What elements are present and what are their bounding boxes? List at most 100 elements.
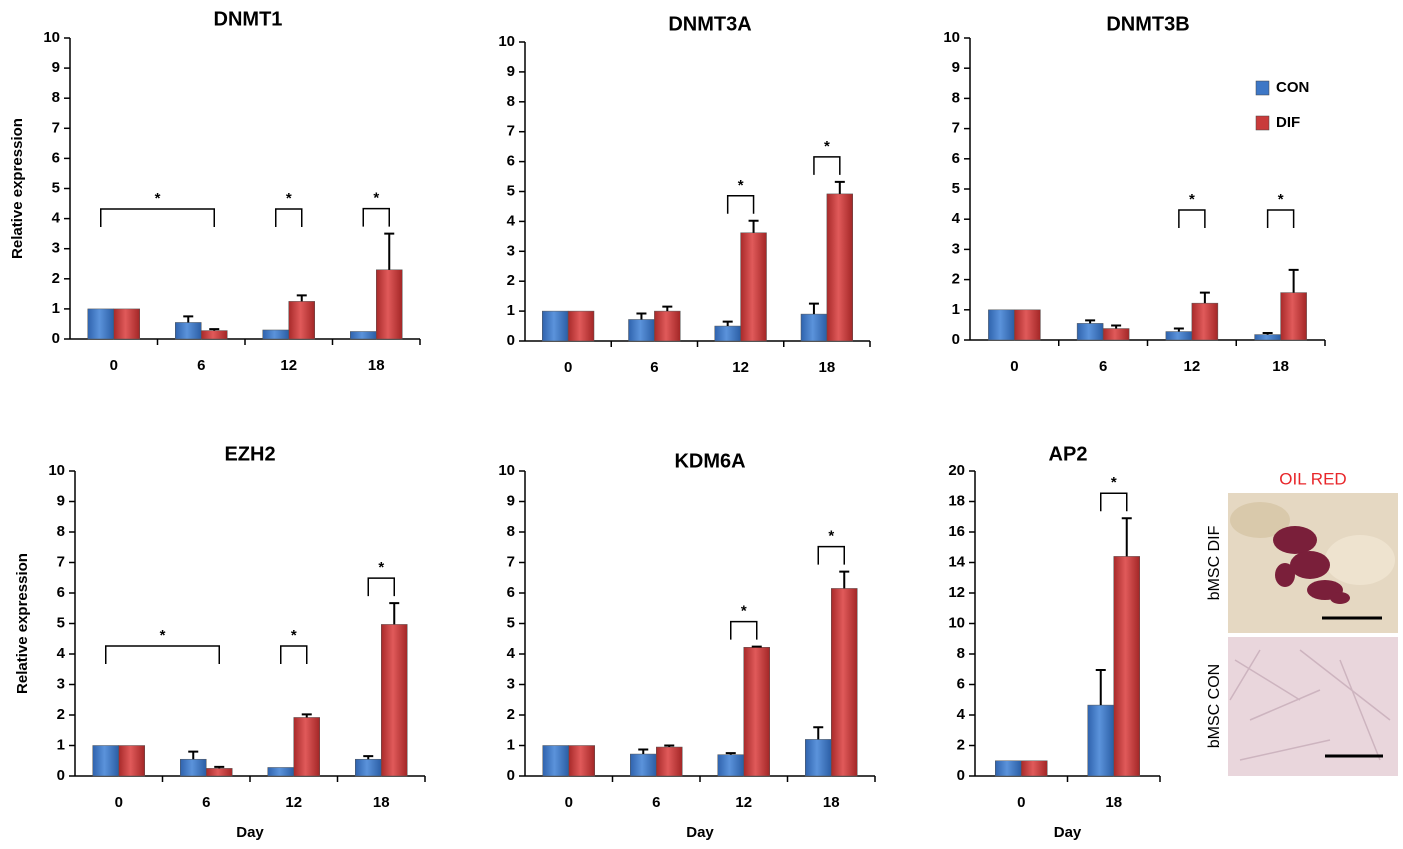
bar xyxy=(1021,760,1048,777)
y-tick-label: 6 xyxy=(952,150,960,167)
bar xyxy=(740,232,767,342)
y-axis-label: Relative expression xyxy=(9,118,26,259)
significance-label: * xyxy=(738,177,744,194)
bar xyxy=(568,745,595,777)
y-tick-label: 2 xyxy=(952,271,960,288)
y-tick-label: 3 xyxy=(507,675,515,692)
bar xyxy=(87,308,114,340)
significance-bracket xyxy=(275,208,303,227)
y-tick-label: 4 xyxy=(507,645,516,662)
bar xyxy=(1280,292,1307,341)
error-bar xyxy=(1173,327,1184,332)
bar xyxy=(201,330,228,340)
y-tick-label: 10 xyxy=(948,614,965,631)
legend-swatch xyxy=(1255,80,1270,96)
y-tick-label: 18 xyxy=(948,492,965,509)
error-bar xyxy=(1262,332,1273,335)
y-tick-label: 0 xyxy=(957,767,965,784)
bar xyxy=(1113,556,1140,777)
bar xyxy=(350,331,377,340)
y-tick-label: 9 xyxy=(507,63,515,80)
significance-label: * xyxy=(378,559,384,576)
significance-label: * xyxy=(373,190,379,207)
error-bar xyxy=(1288,268,1299,293)
significance-label: * xyxy=(1189,191,1195,208)
x-tick-label: 12 xyxy=(1184,358,1201,375)
chart-title: KDM6A xyxy=(674,450,745,472)
error-bar xyxy=(636,312,647,320)
x-tick-label: 18 xyxy=(1105,794,1122,811)
y-tick-label: 5 xyxy=(57,614,65,631)
bar xyxy=(92,745,119,777)
x-tick-label: 0 xyxy=(110,357,118,374)
x-axis-label: Day xyxy=(236,824,264,841)
y-tick-label: 2 xyxy=(507,706,515,723)
significance-label: * xyxy=(160,627,166,644)
bar xyxy=(1191,302,1219,341)
legend-label: DIF xyxy=(1276,114,1300,131)
bar xyxy=(1087,704,1114,777)
y-tick-label: 8 xyxy=(957,645,965,662)
y-tick-label: 2 xyxy=(57,706,65,723)
y-tick-label: 4 xyxy=(507,212,516,229)
x-tick-label: 18 xyxy=(368,357,385,374)
bar xyxy=(206,768,233,777)
bar xyxy=(714,325,741,342)
error-bar xyxy=(813,726,824,740)
x-tick-label: 12 xyxy=(732,359,749,376)
error-bar xyxy=(296,294,307,302)
bar xyxy=(118,745,145,777)
y-tick-label: 12 xyxy=(948,584,965,601)
y-tick-label: 6 xyxy=(52,149,60,166)
y-tick-label: 8 xyxy=(52,89,60,106)
y-tick-label: 8 xyxy=(57,523,65,540)
error-bar xyxy=(389,602,400,625)
y-tick-label: 0 xyxy=(952,331,960,348)
panel-label: bMSC DIF xyxy=(1206,525,1223,600)
error-bar xyxy=(1085,319,1096,324)
bar xyxy=(826,193,853,342)
bar xyxy=(656,746,683,777)
bar xyxy=(988,309,1015,341)
legend-swatch xyxy=(1255,115,1270,131)
x-tick-label: 18 xyxy=(1272,358,1289,375)
y-tick-label: 0 xyxy=(507,332,515,349)
y-axis-label: Relative expression xyxy=(14,553,31,694)
error-bar xyxy=(834,180,845,194)
bar xyxy=(1165,331,1193,341)
y-tick-label: 16 xyxy=(948,523,965,540)
bar xyxy=(293,717,320,777)
legend-label: CON xyxy=(1276,79,1309,96)
y-tick-label: 3 xyxy=(57,675,65,692)
error-bar xyxy=(1111,324,1122,329)
chart-title: EZH2 xyxy=(224,443,275,465)
significance-bracket xyxy=(1266,209,1295,228)
x-tick-label: 6 xyxy=(650,359,658,376)
bar xyxy=(542,745,569,777)
x-tick-label: 0 xyxy=(1017,794,1025,811)
significance-bracket xyxy=(105,645,220,664)
micrograph-panel: OIL RED bMSC DIF bMSC CON xyxy=(1206,469,1398,776)
y-tick-label: 4 xyxy=(957,706,966,723)
y-tick-label: 10 xyxy=(943,29,960,46)
x-tick-label: 0 xyxy=(564,359,572,376)
error-bar xyxy=(725,752,736,755)
y-tick-label: 5 xyxy=(52,179,60,196)
error-bar xyxy=(1199,291,1210,304)
y-tick-label: 9 xyxy=(952,59,960,76)
y-tick-label: 7 xyxy=(57,553,65,570)
x-tick-label: 12 xyxy=(735,794,752,811)
y-tick-label: 8 xyxy=(507,93,515,110)
y-tick-label: 3 xyxy=(52,240,60,257)
x-tick-label: 6 xyxy=(652,794,660,811)
y-tick-label: 3 xyxy=(952,240,960,257)
error-bar xyxy=(214,765,225,769)
y-tick-label: 2 xyxy=(957,736,965,753)
x-tick-label: 0 xyxy=(565,794,573,811)
y-tick-label: 4 xyxy=(952,210,961,227)
error-bar xyxy=(1121,517,1132,557)
significance-bracket xyxy=(100,208,215,227)
y-tick-label: 3 xyxy=(507,242,515,259)
y-tick-label: 7 xyxy=(52,119,60,136)
x-tick-label: 0 xyxy=(1010,358,1018,375)
